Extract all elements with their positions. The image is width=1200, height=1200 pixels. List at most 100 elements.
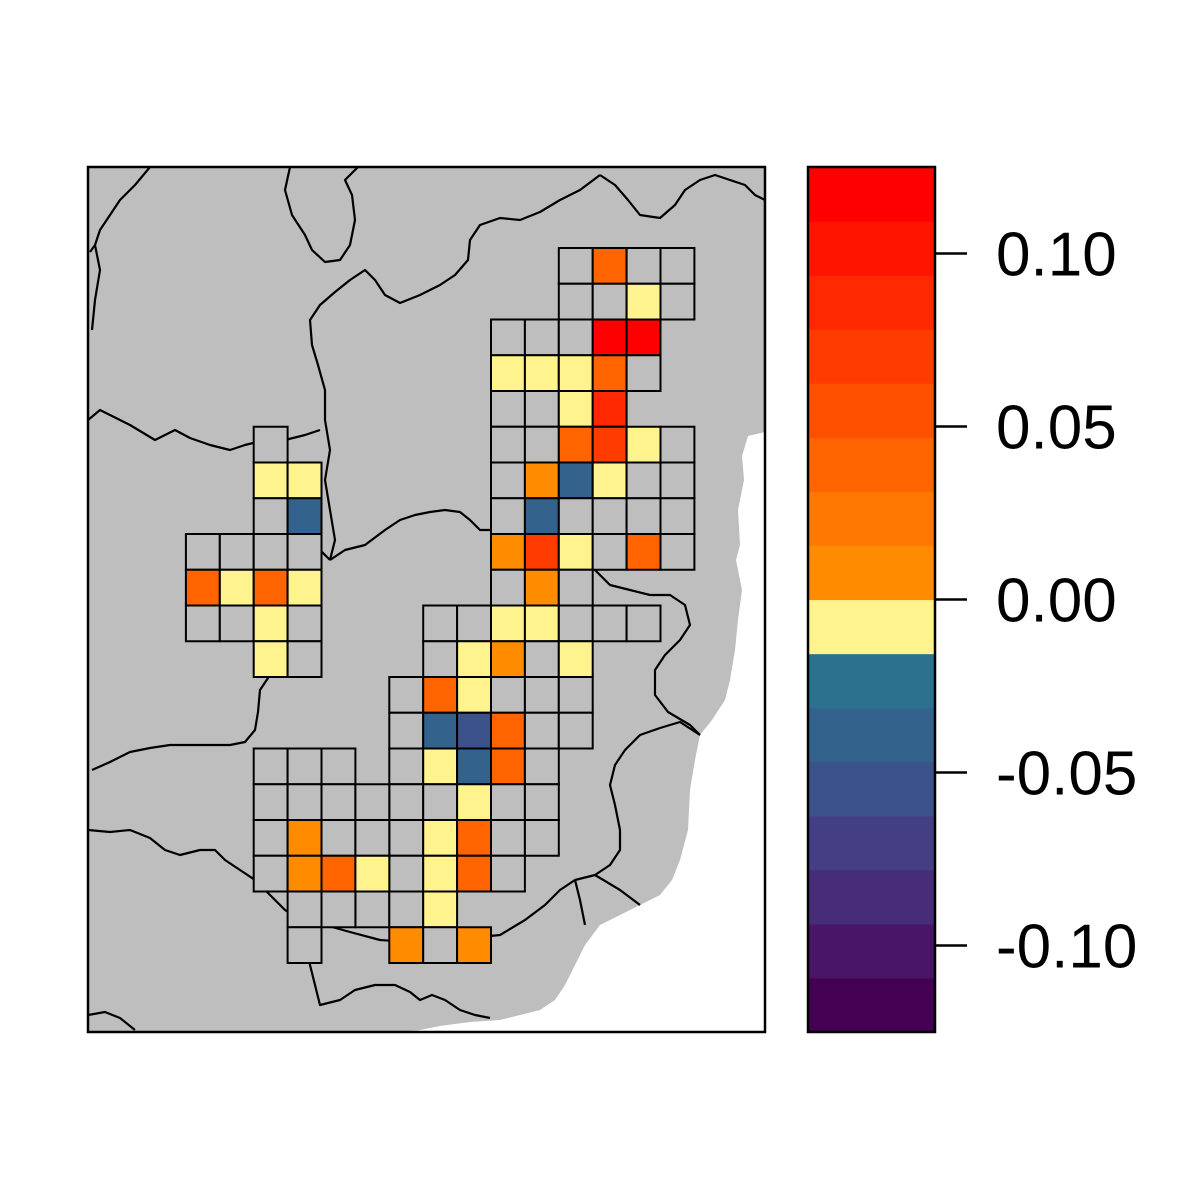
grid-cell — [490, 461, 526, 500]
grid-cell — [557, 354, 594, 392]
grid-cell — [659, 425, 696, 464]
grid-cell — [523, 604, 560, 643]
grid-cell — [625, 247, 662, 285]
legend-tick-label: -0.05 — [996, 740, 1137, 809]
grid-cell — [591, 425, 628, 464]
grid-cell — [286, 783, 323, 821]
grid-cell — [422, 783, 459, 821]
grid-cell — [286, 890, 323, 929]
border-line — [308, 174, 601, 561]
grid-cell — [184, 533, 221, 571]
grid-cell — [523, 533, 560, 571]
border-line — [298, 919, 491, 1020]
grid-cell — [523, 711, 560, 750]
grid-cell — [557, 533, 594, 571]
grid-cell — [456, 604, 493, 643]
grid-cell — [252, 568, 289, 607]
grid-cell — [490, 568, 526, 607]
legend-color-band — [808, 923, 935, 979]
grid-cell — [286, 854, 323, 893]
grid-cell — [184, 604, 221, 643]
grid-cell — [320, 747, 357, 786]
grid-cell — [659, 461, 696, 500]
grid-cell — [490, 318, 526, 357]
grid-cell — [625, 604, 662, 643]
border-line — [89, 167, 151, 331]
grid-cell — [286, 461, 323, 500]
grid-cell — [625, 461, 662, 500]
grid-cell — [286, 604, 323, 643]
grid-cell — [252, 747, 289, 786]
grid-cell — [252, 497, 289, 535]
sea-area — [400, 432, 765, 1032]
grid-cell — [659, 247, 696, 285]
grid-cell — [523, 318, 560, 357]
grid-cells — [184, 247, 696, 964]
legend-color-band — [808, 761, 935, 817]
grid-cell — [490, 819, 526, 857]
grid-cell — [218, 568, 255, 607]
legend-color-band — [808, 329, 935, 384]
grid-cell — [456, 783, 493, 821]
grid-cell — [422, 926, 459, 964]
legend-color-band — [808, 437, 935, 492]
grid-cell — [388, 783, 425, 821]
grid-cell — [490, 497, 526, 535]
legend-color-band — [808, 275, 935, 330]
legend-ticks: 0.10 0.05 0.00 -0.05 -0.10 — [935, 221, 1137, 982]
grid-cell — [422, 640, 459, 678]
grid-cell — [456, 854, 493, 893]
grid-cell — [591, 318, 628, 357]
grid-cell — [320, 854, 357, 893]
grid-cell — [218, 533, 255, 571]
grid-cell — [490, 854, 526, 893]
grid-cell — [354, 890, 391, 929]
grid-cell — [252, 640, 289, 678]
grid-cell — [659, 533, 696, 571]
grid-cell — [490, 747, 526, 786]
grid-cell — [557, 425, 594, 464]
grid-cell — [523, 747, 560, 786]
grid-cell — [490, 711, 526, 750]
legend-color-band — [808, 491, 935, 547]
legend-tick-label: 0.00 — [996, 567, 1117, 636]
grid-cell — [591, 354, 628, 392]
legend-color-band — [808, 869, 935, 925]
grid-cell — [625, 533, 662, 571]
legend-tick-label: 0.10 — [996, 221, 1117, 290]
legend-color-band — [808, 221, 935, 276]
grid-cell — [456, 819, 493, 857]
grid-cell — [523, 354, 560, 392]
grid-cell — [388, 926, 425, 964]
grid-cell — [422, 819, 459, 857]
grid-cell — [490, 676, 526, 714]
grid-cell — [286, 497, 323, 535]
grid-cell — [591, 604, 628, 643]
grid-cell — [557, 390, 594, 428]
grid-cell — [286, 533, 323, 571]
grid-cell — [354, 854, 391, 893]
grid-cell — [490, 425, 526, 464]
legend-color-band — [808, 707, 935, 763]
grid-cell — [490, 390, 526, 428]
legend-color-band — [808, 383, 935, 438]
legend-color-band — [808, 545, 935, 601]
grid-cell — [422, 676, 459, 714]
map-panel — [86, 165, 767, 1034]
grid-cell — [625, 318, 662, 357]
grid-cell — [422, 890, 459, 929]
grid-cell — [490, 640, 526, 678]
grid-cell — [388, 854, 425, 893]
grid-cell — [523, 390, 560, 428]
legend-color-band — [808, 653, 935, 709]
grid-cell — [456, 676, 493, 714]
grid-cell — [557, 676, 594, 714]
grid-cell — [625, 497, 662, 535]
grid-cell — [286, 640, 323, 678]
grid-cell — [422, 747, 459, 786]
grid-cell — [591, 282, 628, 321]
grid-cell — [456, 747, 493, 786]
grid-cell — [523, 676, 560, 714]
grid-cell — [252, 783, 289, 821]
